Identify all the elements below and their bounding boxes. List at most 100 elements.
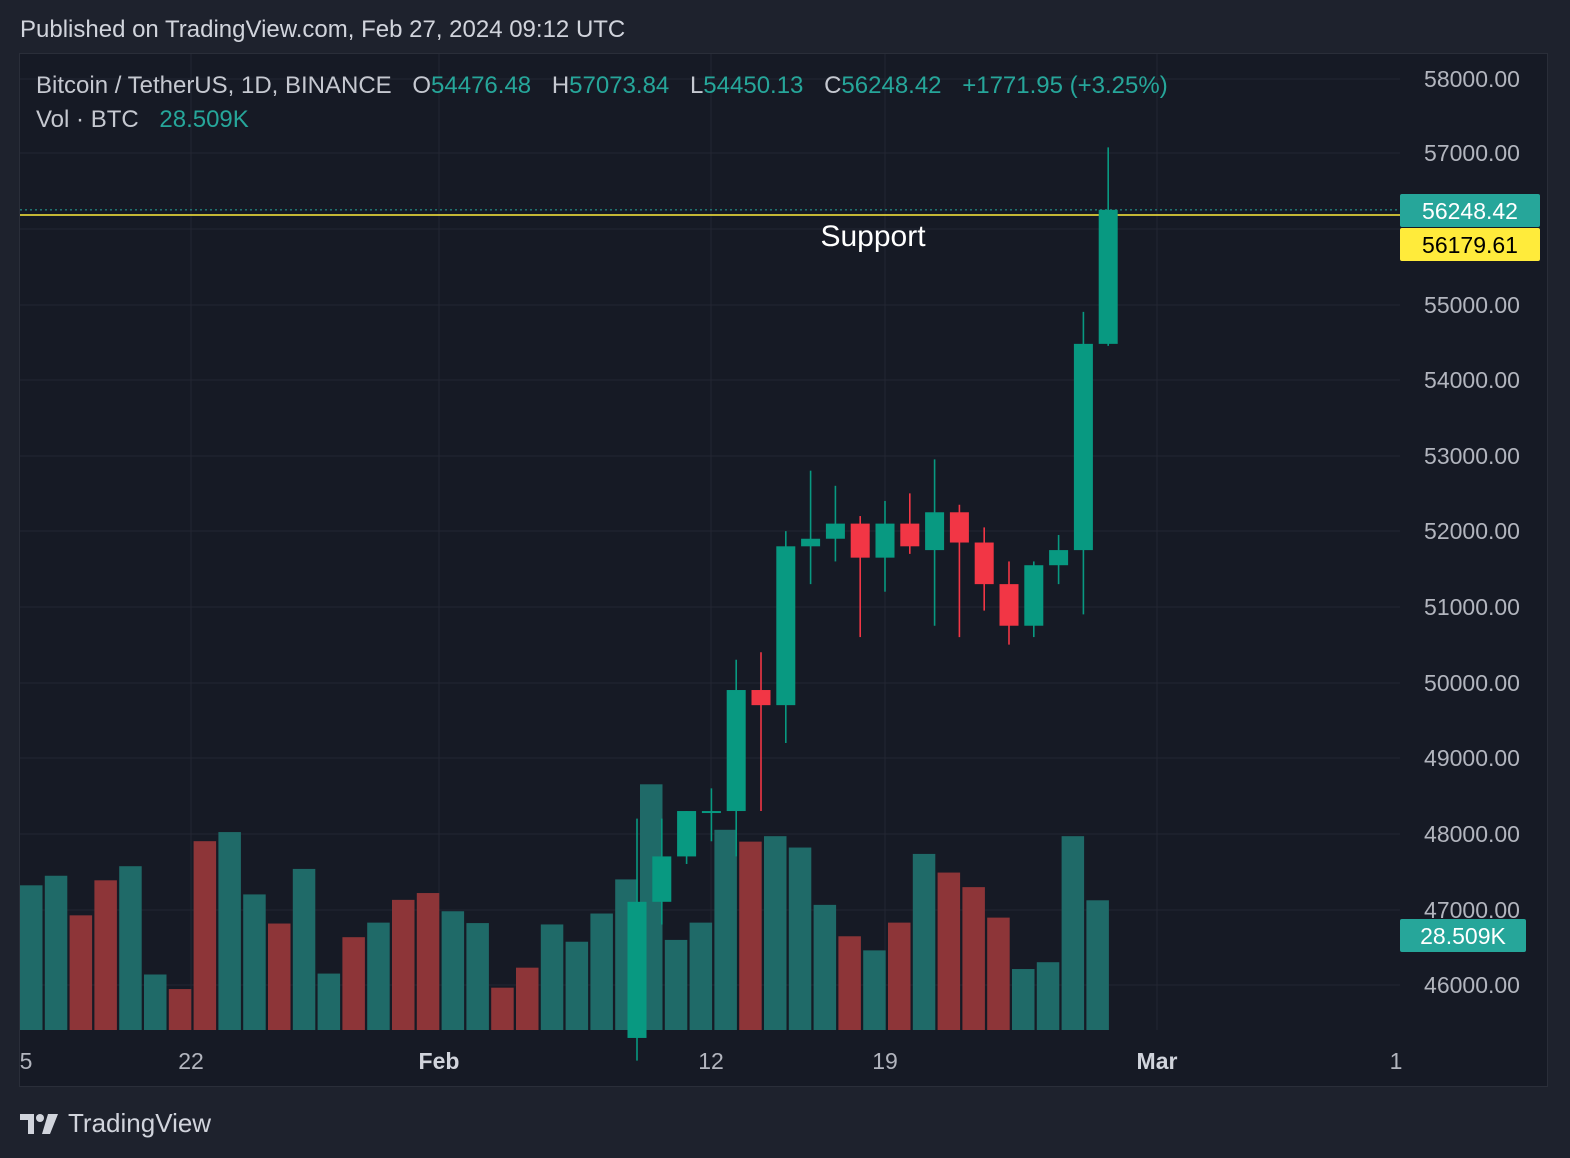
x-tick-label: 19 bbox=[872, 1048, 898, 1074]
volume-series bbox=[20, 784, 1109, 1030]
support-price-badge: 56179.61 bbox=[1400, 228, 1540, 261]
volume-bar bbox=[1012, 969, 1035, 1030]
candle-feb-17[interactable] bbox=[850, 516, 870, 638]
volume-bar bbox=[516, 967, 539, 1030]
candle-body bbox=[1098, 209, 1118, 344]
y-tick-label: 58000.00 bbox=[1424, 66, 1520, 92]
volume-bar bbox=[317, 973, 341, 1030]
volume-bar bbox=[1036, 962, 1060, 1030]
volume-bar bbox=[1061, 836, 1085, 1030]
candle-body bbox=[875, 523, 895, 558]
volume-bar bbox=[714, 829, 737, 1030]
y-tick-label: 47000.00 bbox=[1424, 897, 1520, 923]
candle-feb-25[interactable] bbox=[1049, 534, 1069, 585]
symbol-label: Bitcoin / TetherUS, 1D, BINANCE bbox=[36, 72, 392, 99]
volume-bar bbox=[540, 924, 564, 1030]
x-tick-label: Mar bbox=[1137, 1048, 1178, 1074]
candle-feb-12[interactable] bbox=[726, 659, 746, 857]
candle-feb-22[interactable] bbox=[974, 527, 994, 611]
volume-bar bbox=[565, 941, 589, 1030]
volume-bar bbox=[937, 872, 961, 1030]
candle-feb-13[interactable] bbox=[751, 652, 771, 812]
tradingview-logo-icon bbox=[20, 1113, 58, 1134]
volume-bar bbox=[20, 885, 43, 1030]
candle-feb-14[interactable] bbox=[776, 531, 796, 743]
candle-feb-11[interactable] bbox=[701, 788, 721, 842]
candle-series bbox=[627, 147, 1118, 1061]
grid-lines bbox=[20, 54, 1400, 1030]
time-axis: 5 22 Feb 12 19 Mar 1 bbox=[20, 1048, 1403, 1074]
candle-feb-15[interactable] bbox=[801, 470, 821, 585]
brand-name: TradingView bbox=[68, 1108, 212, 1138]
volume-bar bbox=[962, 887, 985, 1030]
volume-bar bbox=[888, 922, 911, 1030]
volume-bar bbox=[168, 989, 192, 1030]
volume-bar bbox=[268, 923, 291, 1030]
candle-body bbox=[949, 512, 969, 543]
tradingview-logo[interactable]: TradingView bbox=[20, 1108, 211, 1139]
volume-bar bbox=[94, 880, 117, 1030]
candle-body bbox=[701, 811, 721, 814]
candle-body bbox=[726, 690, 746, 812]
volume-bar bbox=[416, 893, 440, 1030]
volume-bar bbox=[689, 922, 713, 1030]
candle-body bbox=[925, 512, 945, 551]
y-tick-label: 51000.00 bbox=[1424, 594, 1520, 620]
candle-feb-20[interactable] bbox=[925, 459, 945, 626]
candle-feb-26[interactable] bbox=[1073, 311, 1093, 615]
published-caption: Published on TradingView.com, Feb 27, 20… bbox=[20, 16, 626, 43]
change-value: +1771.95 (+3.25%) bbox=[962, 72, 1168, 99]
volume-legend: Vol · BTC 28.509K bbox=[36, 106, 249, 134]
volume-bar bbox=[590, 913, 613, 1030]
candle-feb-23[interactable] bbox=[999, 561, 1019, 645]
volume-badge-text: 28.509K bbox=[1420, 923, 1506, 949]
close-value: 56248.42 bbox=[841, 72, 942, 99]
volume-bar bbox=[813, 904, 837, 1030]
candle-feb-9[interactable] bbox=[652, 818, 672, 925]
volume-bar bbox=[912, 853, 936, 1030]
high-label: H bbox=[551, 72, 570, 99]
volume-bar bbox=[838, 936, 861, 1030]
candle-feb-24[interactable] bbox=[1024, 561, 1044, 638]
candle-feb-8[interactable] bbox=[627, 818, 647, 1061]
volume-bar bbox=[788, 847, 812, 1030]
candle-body bbox=[652, 856, 672, 902]
candle-feb-10[interactable] bbox=[677, 811, 697, 864]
ohlc-legend: Bitcoin / TetherUS, 1D, BINANCE O54476.4… bbox=[36, 72, 1168, 100]
support-label: Support bbox=[820, 220, 926, 253]
candle-body bbox=[850, 523, 870, 558]
low-value: 54450.13 bbox=[703, 72, 804, 99]
candle-body bbox=[1073, 343, 1093, 551]
candle-feb-19[interactable] bbox=[900, 493, 920, 554]
volume-bar bbox=[342, 937, 365, 1030]
candle-feb-18[interactable] bbox=[875, 500, 895, 592]
volume-bar bbox=[119, 866, 142, 1030]
volume-bar bbox=[218, 832, 241, 1030]
y-tick-label: 57000.00 bbox=[1424, 140, 1520, 166]
candle-feb-16[interactable] bbox=[825, 485, 845, 562]
volume-label: Vol · BTC bbox=[36, 106, 139, 133]
candle-body bbox=[1049, 550, 1069, 566]
volume-bar bbox=[144, 974, 167, 1030]
volume-value: 28.509K bbox=[159, 106, 249, 133]
volume-badge: 28.509K bbox=[1400, 919, 1526, 952]
volume-bar bbox=[367, 922, 390, 1030]
candle-feb-27[interactable] bbox=[1098, 147, 1118, 346]
volume-bar bbox=[243, 894, 266, 1030]
candle-body bbox=[801, 538, 821, 547]
y-tick-label: 55000.00 bbox=[1424, 292, 1520, 318]
volume-bar bbox=[1086, 900, 1109, 1030]
candle-body bbox=[999, 584, 1019, 626]
candle-feb-21[interactable] bbox=[949, 504, 969, 638]
open-value: 54476.48 bbox=[431, 72, 532, 99]
volume-bar bbox=[987, 917, 1010, 1030]
y-tick-label: 52000.00 bbox=[1424, 518, 1520, 544]
volume-bar bbox=[441, 911, 465, 1030]
volume-bar bbox=[863, 950, 886, 1030]
volume-bar bbox=[491, 987, 514, 1030]
x-tick-label: Feb bbox=[419, 1048, 460, 1074]
volume-bar bbox=[664, 939, 688, 1030]
x-tick-label: 12 bbox=[698, 1048, 724, 1074]
candle-body bbox=[751, 690, 771, 706]
